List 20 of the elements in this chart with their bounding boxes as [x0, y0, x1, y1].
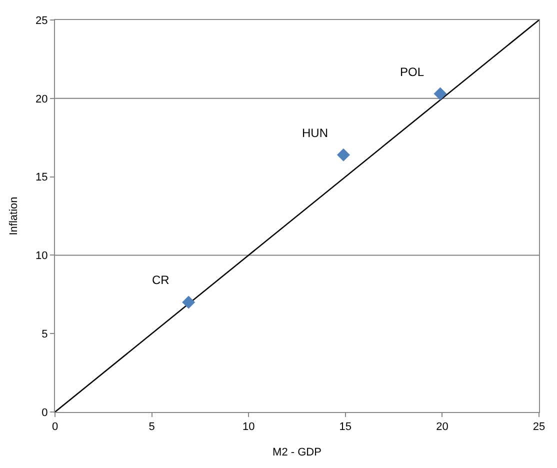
annotation: POL: [400, 65, 424, 79]
annotation: HUN: [302, 126, 328, 140]
x-tick-label: 15: [339, 421, 352, 434]
point: [434, 87, 447, 100]
x-tick-label: 5: [148, 421, 155, 434]
annotation: CR: [152, 273, 170, 287]
y-tick-label: 15: [36, 172, 48, 184]
y-tick-label: 25: [36, 14, 48, 27]
y-axis-title: Inflation: [8, 196, 20, 236]
y-tick-label: 0: [42, 406, 48, 419]
x-tick-label: 0: [52, 421, 58, 434]
x-axis-title: M2 - GDP: [272, 446, 322, 458]
x-tick-label: 20: [436, 421, 448, 434]
x-tick-label: 10: [242, 421, 255, 434]
y-tick-label: 5: [42, 328, 48, 340]
x-tick-label: 25: [532, 421, 546, 434]
point: [182, 296, 196, 309]
y-tick-label: 10: [36, 250, 48, 262]
y-tick-label: 20: [36, 93, 48, 106]
point: [336, 148, 350, 162]
